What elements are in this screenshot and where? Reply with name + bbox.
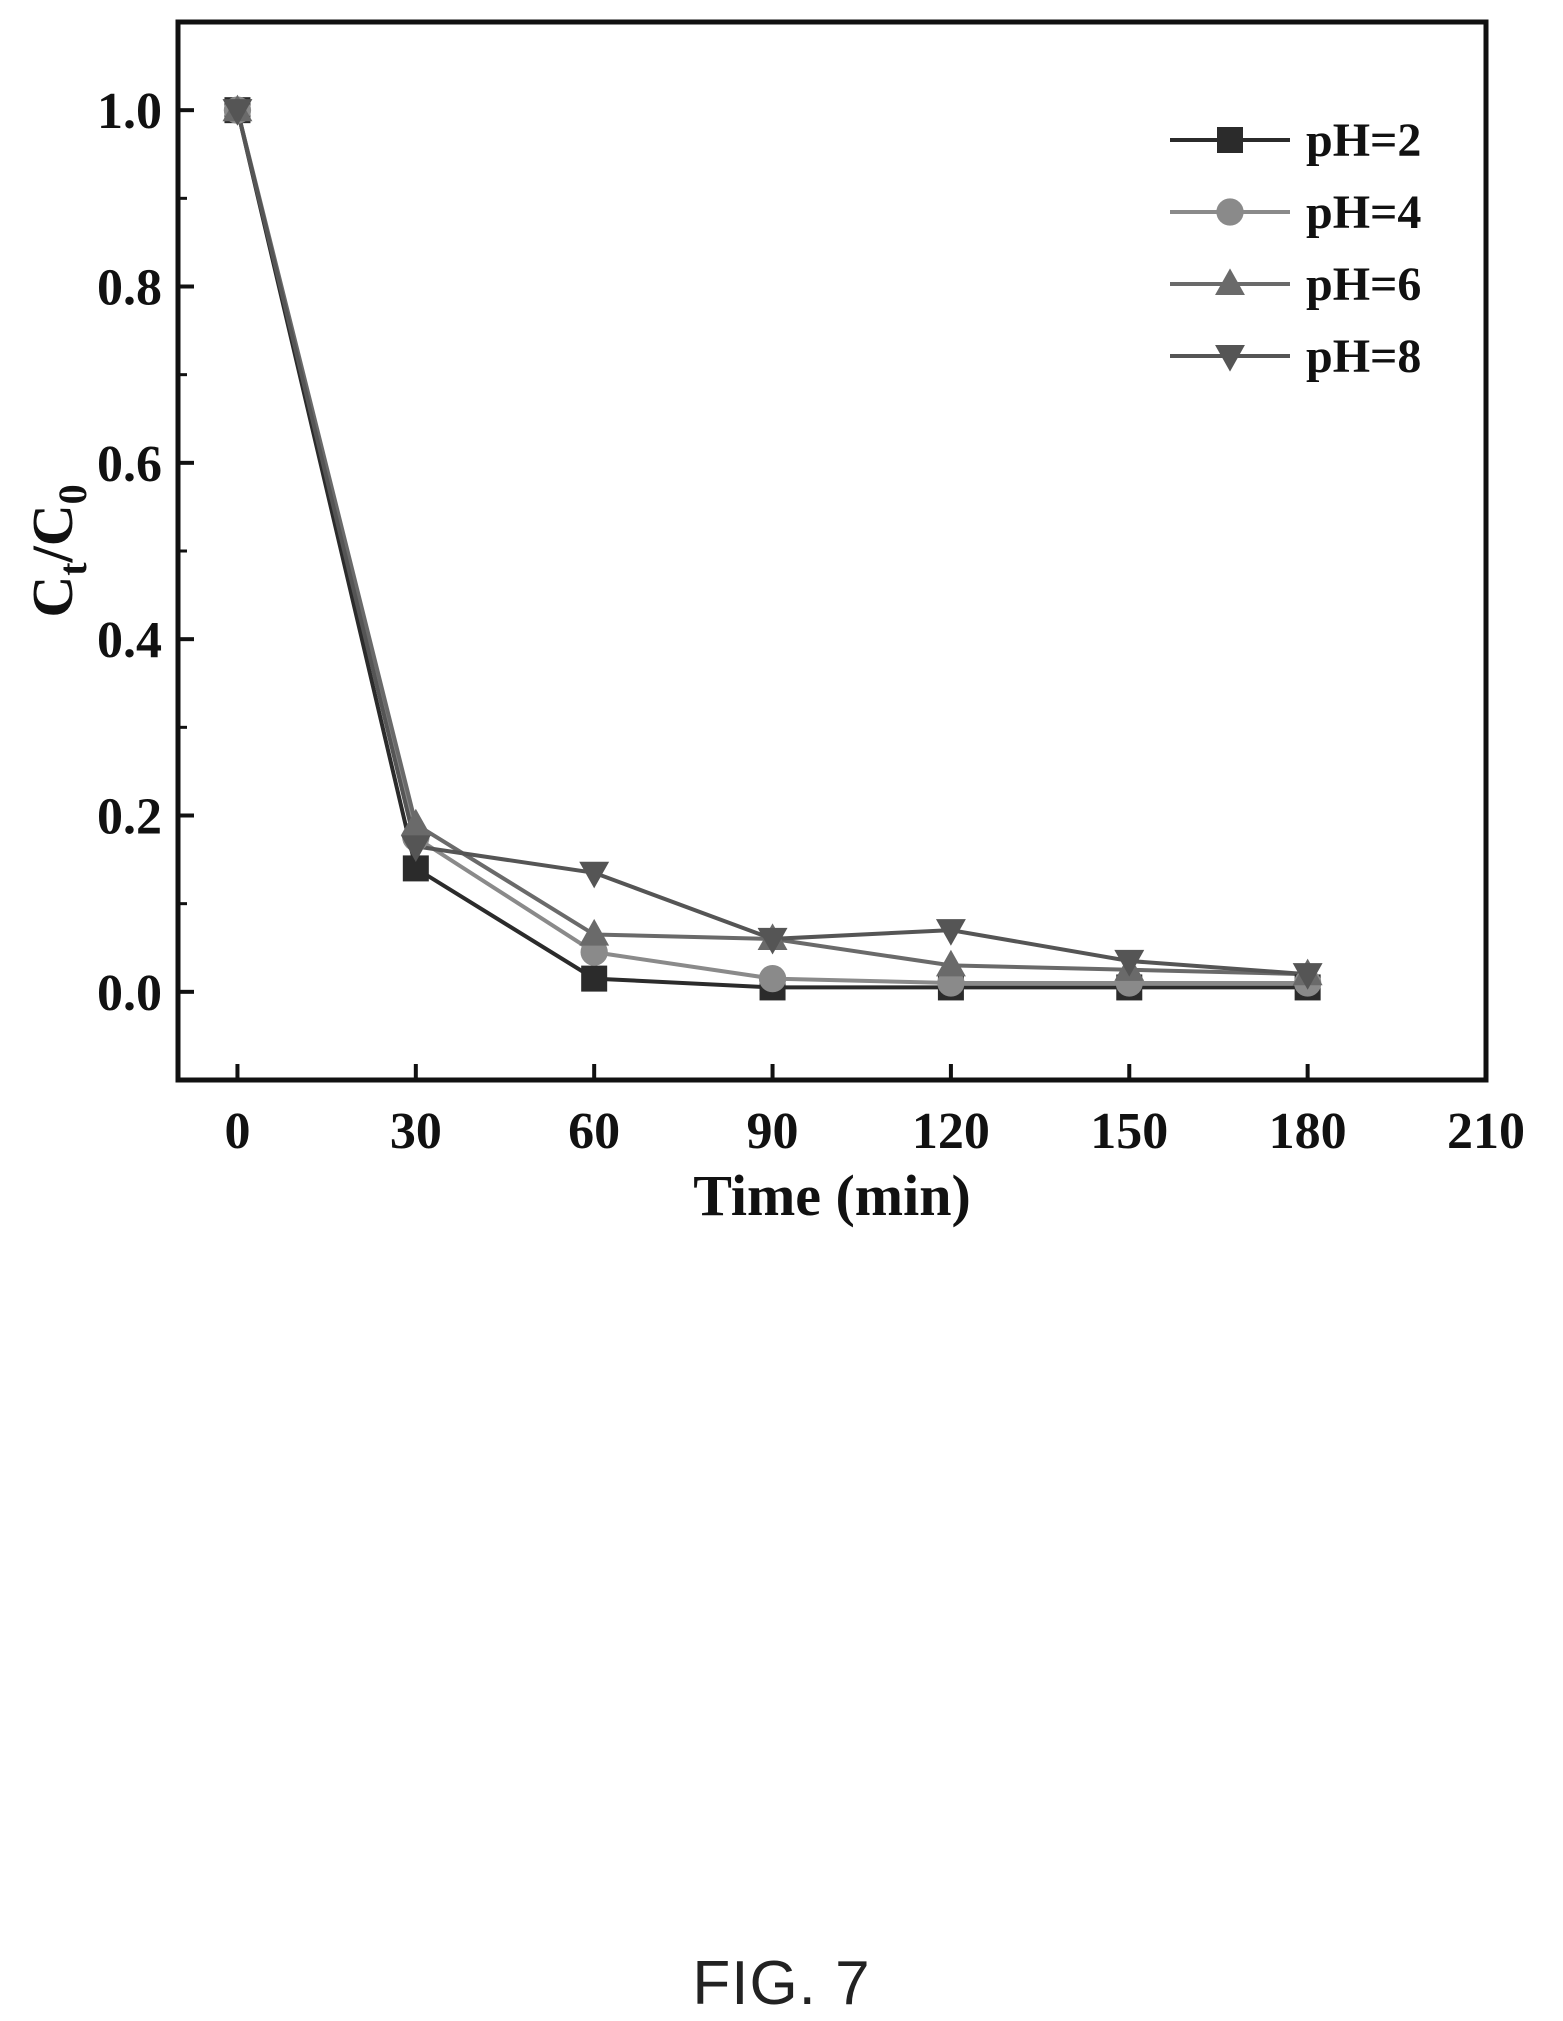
legend-marker — [1215, 268, 1245, 296]
y-tick-label: 0.4 — [97, 612, 162, 669]
series-line-pH=6 — [235, 109, 1308, 977]
y-axis-title-subscript-0: 0 — [50, 484, 95, 504]
y-tick-label: 0.0 — [97, 965, 162, 1022]
series-line-pH=2 — [235, 109, 1308, 990]
x-tick-label: 60 — [568, 1103, 620, 1160]
x-tick-label: 30 — [390, 1103, 442, 1160]
data-point-pH=8 — [222, 99, 253, 126]
legend-label: pH=4 — [1306, 186, 1421, 239]
legend-label: pH=8 — [1306, 330, 1421, 383]
x-tick-label: 180 — [1269, 1103, 1347, 1160]
x-tick-label: 0 — [224, 1103, 250, 1160]
y-axis-title-separator: /C — [20, 504, 85, 563]
data-point-pH=6 — [935, 949, 966, 977]
x-tick-label: 150 — [1090, 1103, 1168, 1160]
x-axis-title: Time (min) — [693, 1163, 971, 1228]
data-point-pH=8 — [579, 861, 610, 889]
legend-label: pH=6 — [1306, 258, 1421, 311]
x-tick-label: 210 — [1447, 1103, 1525, 1160]
x-axis-ticks: 0 30 60 90 120 150 180 210 — [224, 1064, 1525, 1160]
data-point-pH=8 — [1114, 949, 1145, 977]
y-tick-label: 0.8 — [97, 260, 162, 317]
series-line-pH=8 — [235, 109, 1308, 977]
series-line-pH=4 — [235, 109, 1308, 986]
data-point-pH=8 — [1292, 963, 1323, 990]
y-tick-label: 1.0 — [97, 83, 162, 140]
y-tick-label: 0.2 — [97, 789, 162, 846]
data-point-pH=8 — [757, 927, 788, 955]
legend-marker — [1217, 127, 1243, 153]
y-axis-ticks: 0.0 0.2 0.4 0.6 0.8 1.0 — [97, 20, 194, 1082]
data-point-pH=8 — [400, 835, 431, 862]
legend-marker — [1216, 198, 1244, 226]
data-point-pH=6 — [400, 808, 431, 836]
plot-frame — [175, 19, 1489, 1083]
figure-caption: FIG. 7 — [692, 1949, 871, 2018]
legend: pH=2 pH=4 pH=6 pH=8 — [1170, 114, 1421, 383]
data-point-pH=2 — [581, 965, 608, 992]
x-tick-label: 120 — [912, 1103, 990, 1160]
y-axis-title: Ct/C0 — [20, 484, 95, 617]
y-tick-label: 0.6 — [97, 436, 162, 493]
series-layer — [222, 94, 1323, 1001]
y-axis-title-subscript-t: t — [50, 562, 95, 576]
legend-marker — [1215, 344, 1245, 372]
data-point-pH=6 — [579, 918, 610, 946]
data-point-pH=4 — [758, 964, 787, 993]
legend-label: pH=2 — [1306, 114, 1421, 167]
data-point-pH=8 — [935, 919, 966, 946]
x-tick-label: 90 — [747, 1103, 799, 1160]
y-axis-title-main: C — [20, 576, 85, 618]
